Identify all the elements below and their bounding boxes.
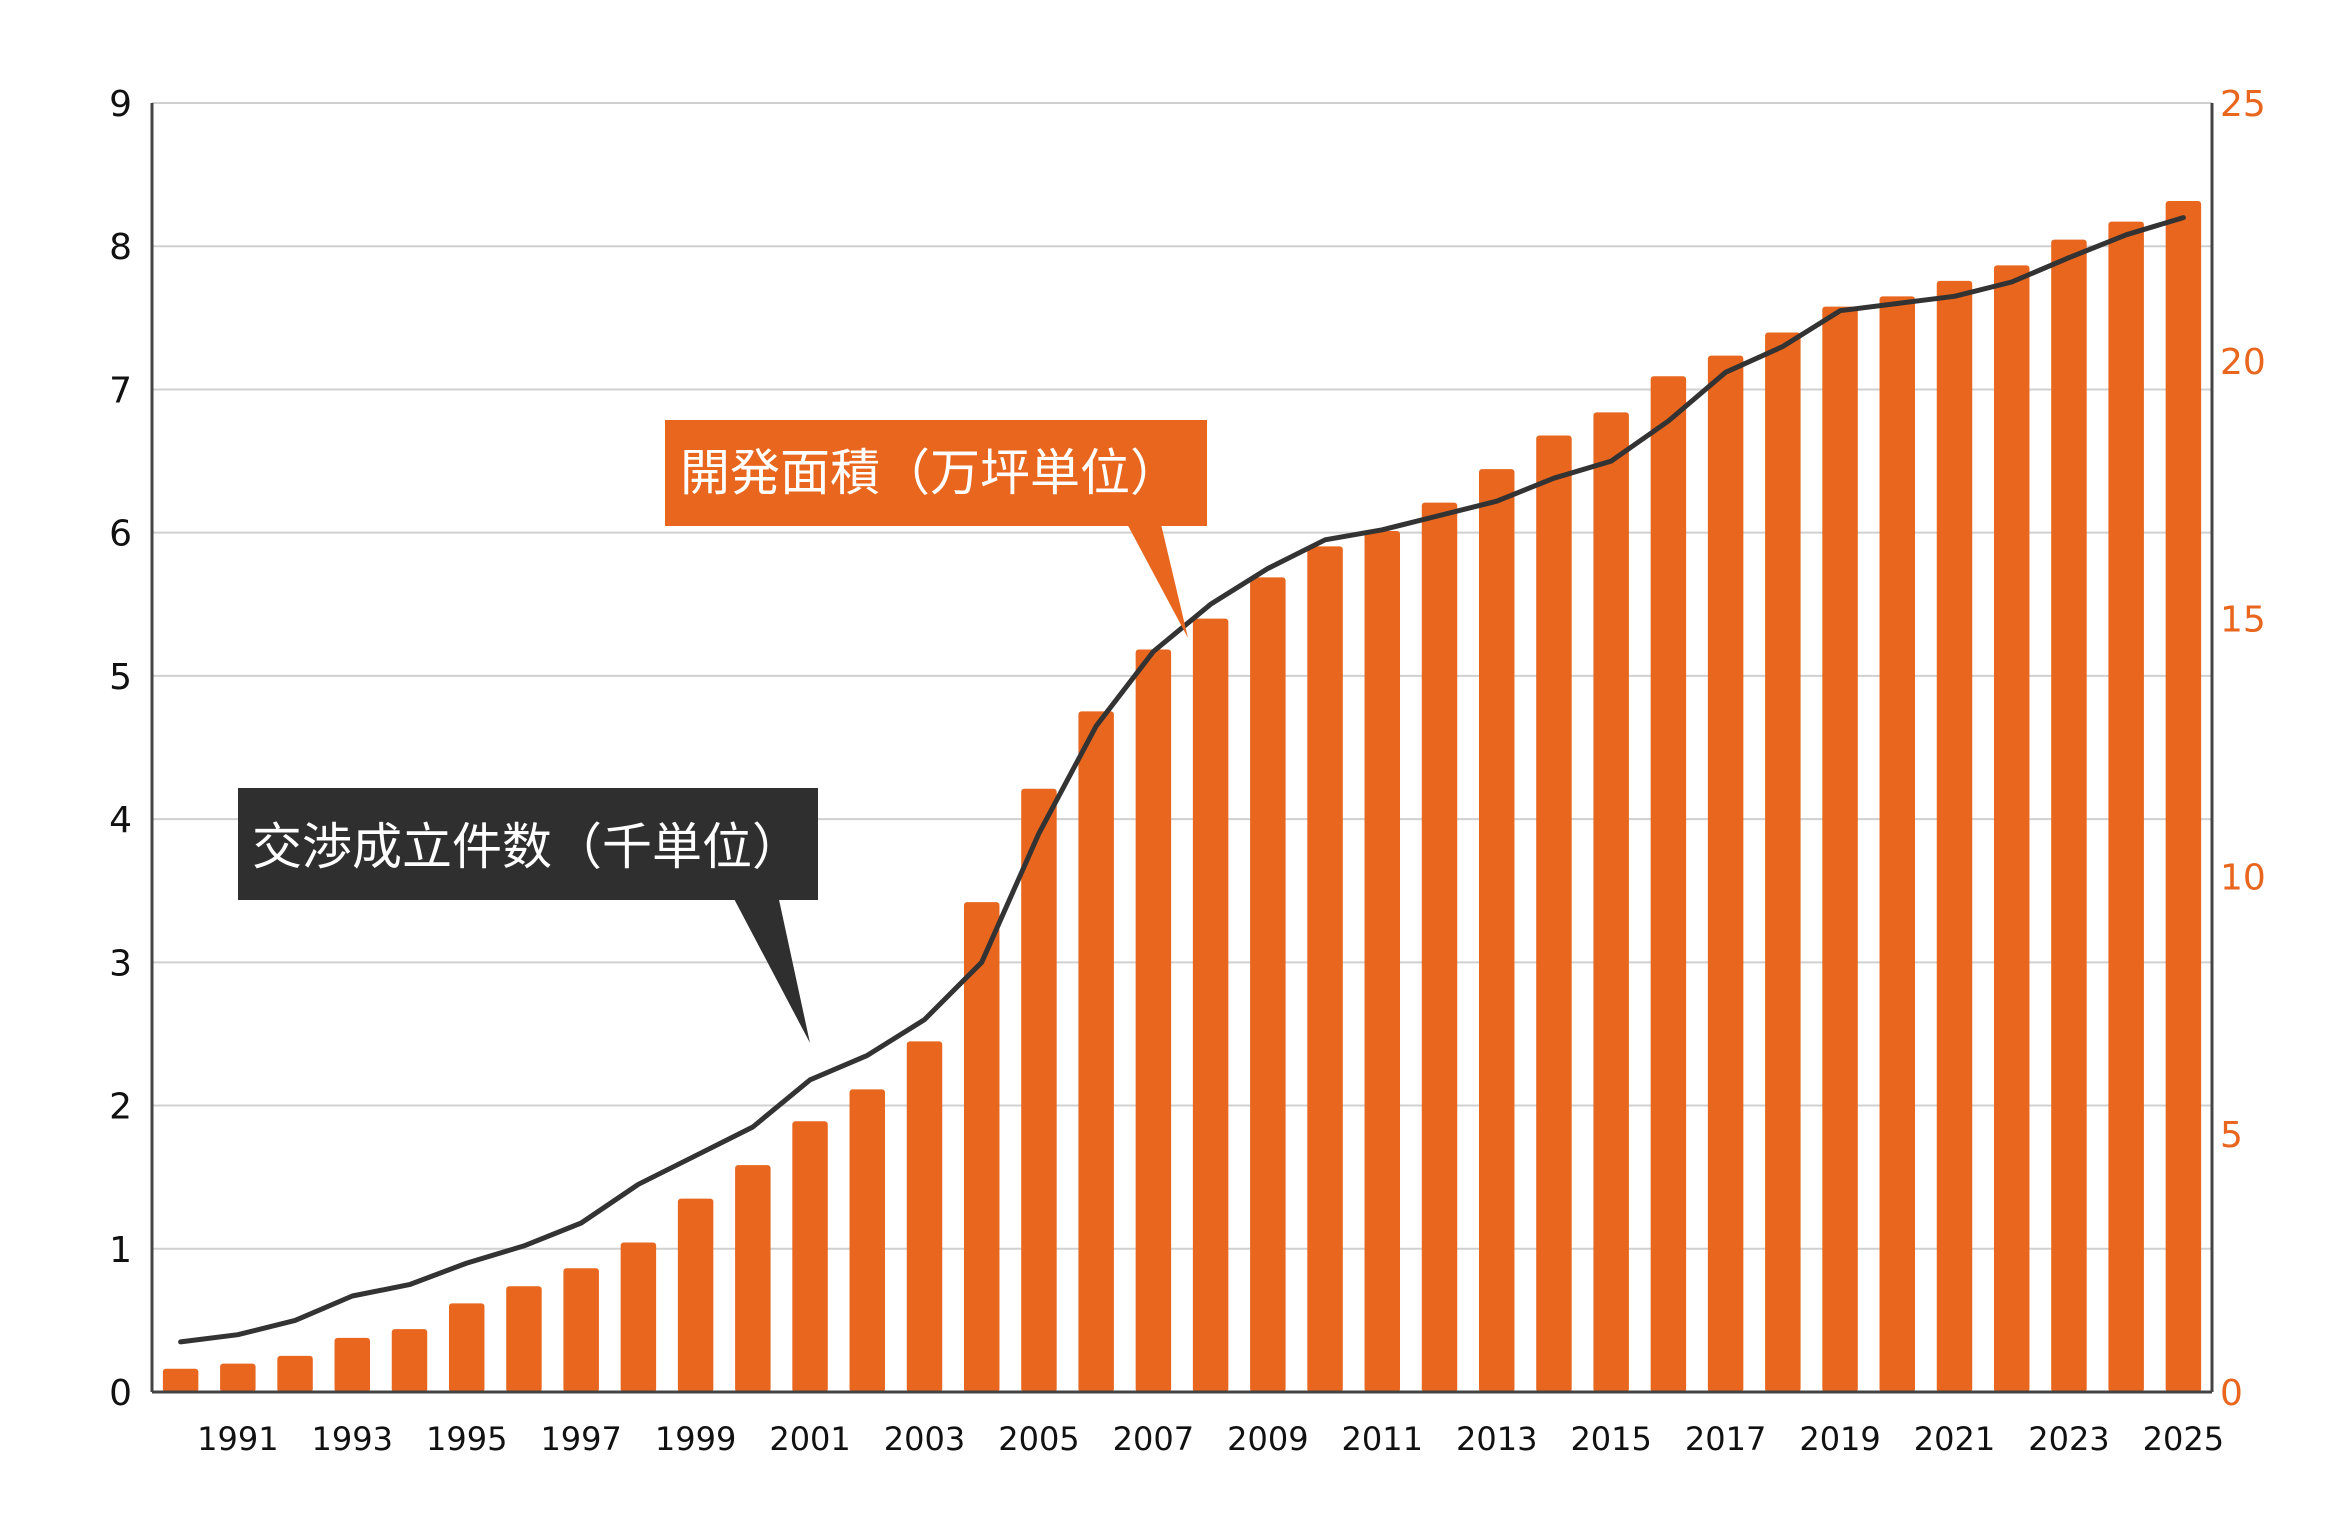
- x-tick-label: 2023: [2028, 1420, 2109, 1458]
- bar: [1364, 530, 1401, 1392]
- right-tick-label: 0: [2220, 1373, 2243, 1414]
- bar: [620, 1242, 657, 1392]
- left-tick-label: 3: [109, 943, 132, 984]
- x-tick-label: 1999: [655, 1420, 736, 1458]
- right-tick-label: 15: [2220, 600, 2266, 641]
- axes: [150, 103, 2214, 1394]
- x-tick-label: 2007: [1113, 1420, 1194, 1458]
- left-tick-label: 9: [109, 84, 132, 125]
- bar: [1650, 376, 1687, 1392]
- bar: [1822, 306, 1858, 1392]
- bar: [849, 1089, 886, 1392]
- bar: [1536, 435, 1572, 1392]
- x-tick-label: 2009: [1227, 1420, 1308, 1458]
- bar-callout-box: [665, 420, 1207, 526]
- bar: [1307, 546, 1343, 1392]
- line-callout-pointer: [732, 895, 810, 1043]
- bar: [1879, 296, 1916, 1393]
- line-series-callout: 交渉成立件数（千単位）: [238, 788, 818, 1043]
- bar: [1135, 649, 1172, 1392]
- bar: [1936, 280, 1973, 1393]
- bar: [220, 1363, 256, 1392]
- bar: [334, 1337, 371, 1392]
- x-tick-label: 1993: [312, 1420, 393, 1458]
- right-tick-label: 5: [2220, 1115, 2243, 1156]
- bar: [563, 1268, 599, 1392]
- bar: [506, 1286, 542, 1392]
- left-tick-label: 4: [109, 800, 132, 841]
- bar: [1192, 618, 1229, 1392]
- bar: [1421, 502, 1458, 1393]
- bar: [162, 1368, 199, 1392]
- x-tick-label: 2025: [2143, 1420, 2224, 1458]
- bar: [277, 1355, 313, 1392]
- right-tick-label: 25: [2220, 84, 2266, 125]
- left-tick-label: 7: [109, 370, 132, 411]
- x-tick-label: 2001: [769, 1420, 850, 1458]
- left-tick-label: 0: [109, 1373, 132, 1414]
- bar: [2165, 200, 2202, 1393]
- left-tick-label: 8: [109, 227, 132, 268]
- bar: [906, 1041, 943, 1392]
- x-tick-label: 2013: [1456, 1420, 1537, 1458]
- x-tick-label: 2011: [1342, 1420, 1423, 1458]
- line-callout-label: 交渉成立件数（千単位）: [252, 818, 802, 876]
- bar: [1765, 332, 1801, 1392]
- x-tick-label: 2021: [1914, 1420, 1995, 1458]
- x-tick-label: 1995: [426, 1420, 507, 1458]
- x-tick-label: 1991: [197, 1420, 278, 1458]
- bar-series-callout: 開発面積（万坪単位）: [665, 420, 1207, 638]
- bar: [1707, 355, 1744, 1392]
- x-tick-label: 2017: [1685, 1420, 1766, 1458]
- bar: [792, 1121, 828, 1392]
- bar: [677, 1198, 714, 1392]
- x-tick-label: 2003: [884, 1420, 965, 1458]
- bar: [2051, 239, 2087, 1392]
- x-tick-label: 2005: [998, 1420, 1079, 1458]
- left-tick-label: 2: [109, 1087, 132, 1128]
- bar: [735, 1165, 771, 1392]
- right-tick-label: 10: [2220, 857, 2266, 898]
- bar: [2108, 221, 2144, 1392]
- bar-callout-label: 開発面積（万坪単位）: [680, 444, 1180, 502]
- bar: [1078, 711, 1114, 1392]
- bar-callout-pointer: [1125, 520, 1188, 638]
- bar-series: [162, 200, 2202, 1393]
- bar: [1021, 788, 1057, 1392]
- x-tick-label: 2015: [1570, 1420, 1651, 1458]
- bar: [1250, 577, 1286, 1392]
- line-series-group: [178, 215, 2186, 1345]
- bar: [963, 902, 1000, 1392]
- bar: [448, 1303, 485, 1392]
- line-callout-box: [238, 788, 818, 900]
- bar: [1993, 265, 2030, 1392]
- x-tick-label: 1997: [540, 1420, 621, 1458]
- left-tick-label: 1: [109, 1230, 132, 1271]
- line-series: [178, 215, 2186, 1345]
- left-tick-label: 5: [109, 657, 132, 698]
- right-tick-label: 20: [2220, 342, 2266, 383]
- x-tick-label: 2019: [1799, 1420, 1880, 1458]
- bar: [1478, 469, 1515, 1392]
- left-tick-label: 6: [109, 514, 132, 555]
- bar: [1593, 412, 1629, 1392]
- bar: [391, 1329, 428, 1392]
